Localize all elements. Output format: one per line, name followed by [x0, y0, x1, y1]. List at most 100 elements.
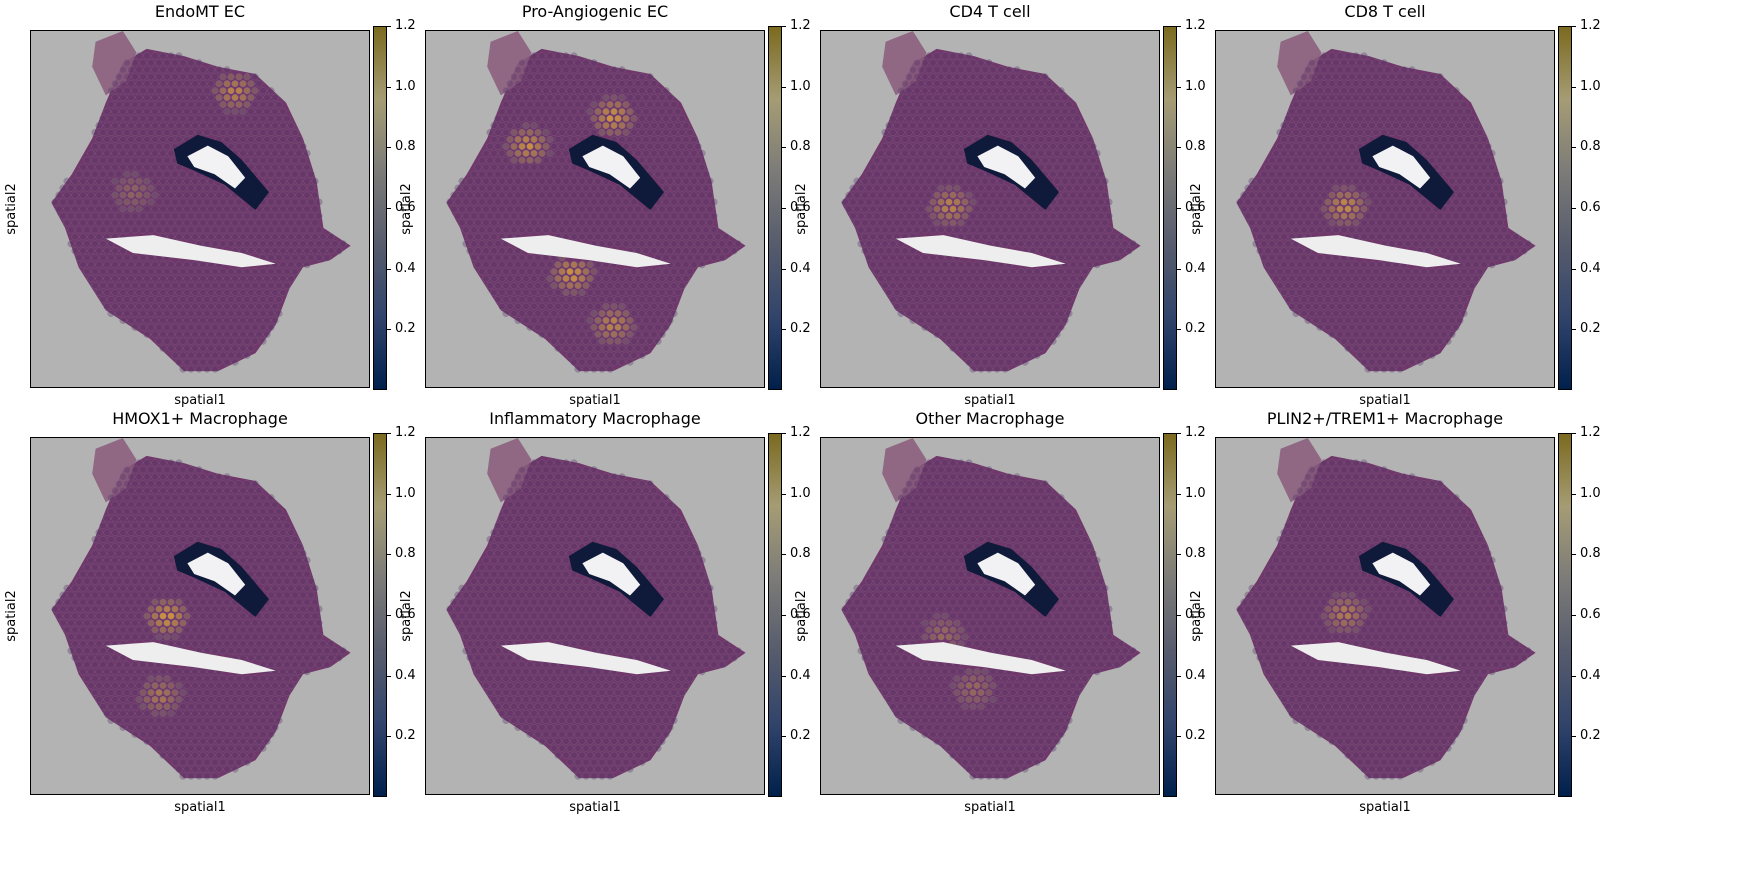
spot	[1512, 247, 1520, 255]
spot	[630, 337, 638, 345]
spot	[905, 309, 913, 317]
spot	[127, 709, 135, 717]
spot	[977, 365, 985, 373]
spot	[977, 351, 985, 359]
spot	[1380, 128, 1388, 136]
spot	[243, 633, 251, 641]
spot	[63, 598, 71, 606]
spot	[127, 668, 135, 676]
spot	[119, 66, 127, 74]
spot	[498, 177, 506, 185]
spot	[1344, 149, 1352, 157]
spot	[1420, 198, 1428, 206]
spot	[1372, 73, 1380, 81]
spot	[1304, 121, 1312, 130]
spot	[143, 302, 151, 310]
spot	[167, 135, 175, 143]
spot	[526, 254, 534, 262]
spot	[203, 647, 211, 655]
spot	[1500, 212, 1508, 220]
spot	[287, 668, 295, 676]
spot	[993, 212, 1001, 220]
spot	[1456, 288, 1464, 297]
spot	[901, 275, 909, 283]
spot	[993, 268, 1001, 276]
spot	[534, 268, 542, 276]
spot	[287, 556, 295, 564]
spot	[1017, 226, 1025, 234]
spot	[965, 121, 973, 130]
spot	[1508, 240, 1516, 248]
spot	[466, 247, 474, 255]
spot	[1372, 226, 1380, 234]
spot	[263, 163, 271, 171]
spot	[1017, 73, 1025, 81]
spot	[957, 66, 965, 74]
spot	[1017, 114, 1025, 123]
spot	[654, 87, 662, 95]
spot	[901, 247, 909, 255]
spot	[143, 501, 151, 509]
spot	[195, 282, 203, 290]
spot	[502, 198, 510, 206]
spot	[131, 563, 139, 571]
spot	[654, 170, 662, 178]
spot	[271, 682, 279, 690]
spot	[1268, 170, 1276, 178]
spot	[1057, 309, 1065, 317]
spot	[155, 128, 163, 136]
spot	[885, 219, 893, 227]
spot	[307, 212, 315, 220]
spot	[462, 212, 470, 220]
spot	[522, 149, 530, 157]
spot	[1316, 323, 1324, 331]
spot	[251, 633, 259, 641]
spot	[1045, 80, 1053, 88]
spot	[1344, 121, 1352, 130]
spot	[267, 128, 275, 136]
spot	[1440, 275, 1448, 283]
spot	[1061, 316, 1069, 324]
spot	[143, 626, 151, 634]
spot	[1037, 135, 1045, 143]
spot	[1057, 198, 1065, 206]
spot	[1388, 323, 1396, 331]
spot	[538, 302, 546, 310]
spot	[279, 219, 287, 227]
spot	[1404, 87, 1412, 95]
spot	[1404, 309, 1412, 317]
spot	[231, 316, 239, 324]
spot	[1484, 198, 1492, 206]
spot	[167, 695, 175, 704]
spot	[650, 135, 658, 143]
spot	[271, 191, 279, 199]
spot	[255, 121, 263, 130]
spot	[267, 240, 275, 248]
spot	[1444, 295, 1452, 304]
spot	[107, 282, 115, 290]
spot	[913, 226, 921, 234]
spot	[171, 114, 179, 123]
spot	[195, 295, 203, 304]
spot	[558, 337, 566, 345]
spot	[151, 135, 159, 143]
spot	[1364, 59, 1372, 67]
spot	[1025, 114, 1033, 123]
spot	[1093, 149, 1101, 157]
spot	[271, 275, 279, 283]
spot	[175, 682, 183, 690]
spot	[542, 101, 550, 109]
spot	[622, 323, 630, 331]
spot	[861, 233, 869, 241]
spot	[682, 135, 690, 143]
spot	[1344, 219, 1352, 227]
spot	[981, 233, 989, 241]
spot	[99, 702, 107, 711]
spot	[1033, 114, 1041, 123]
spot	[171, 494, 179, 502]
spot	[666, 247, 674, 255]
spot	[191, 473, 199, 481]
spot	[1065, 128, 1073, 136]
spot	[151, 66, 159, 74]
spot	[247, 695, 255, 704]
